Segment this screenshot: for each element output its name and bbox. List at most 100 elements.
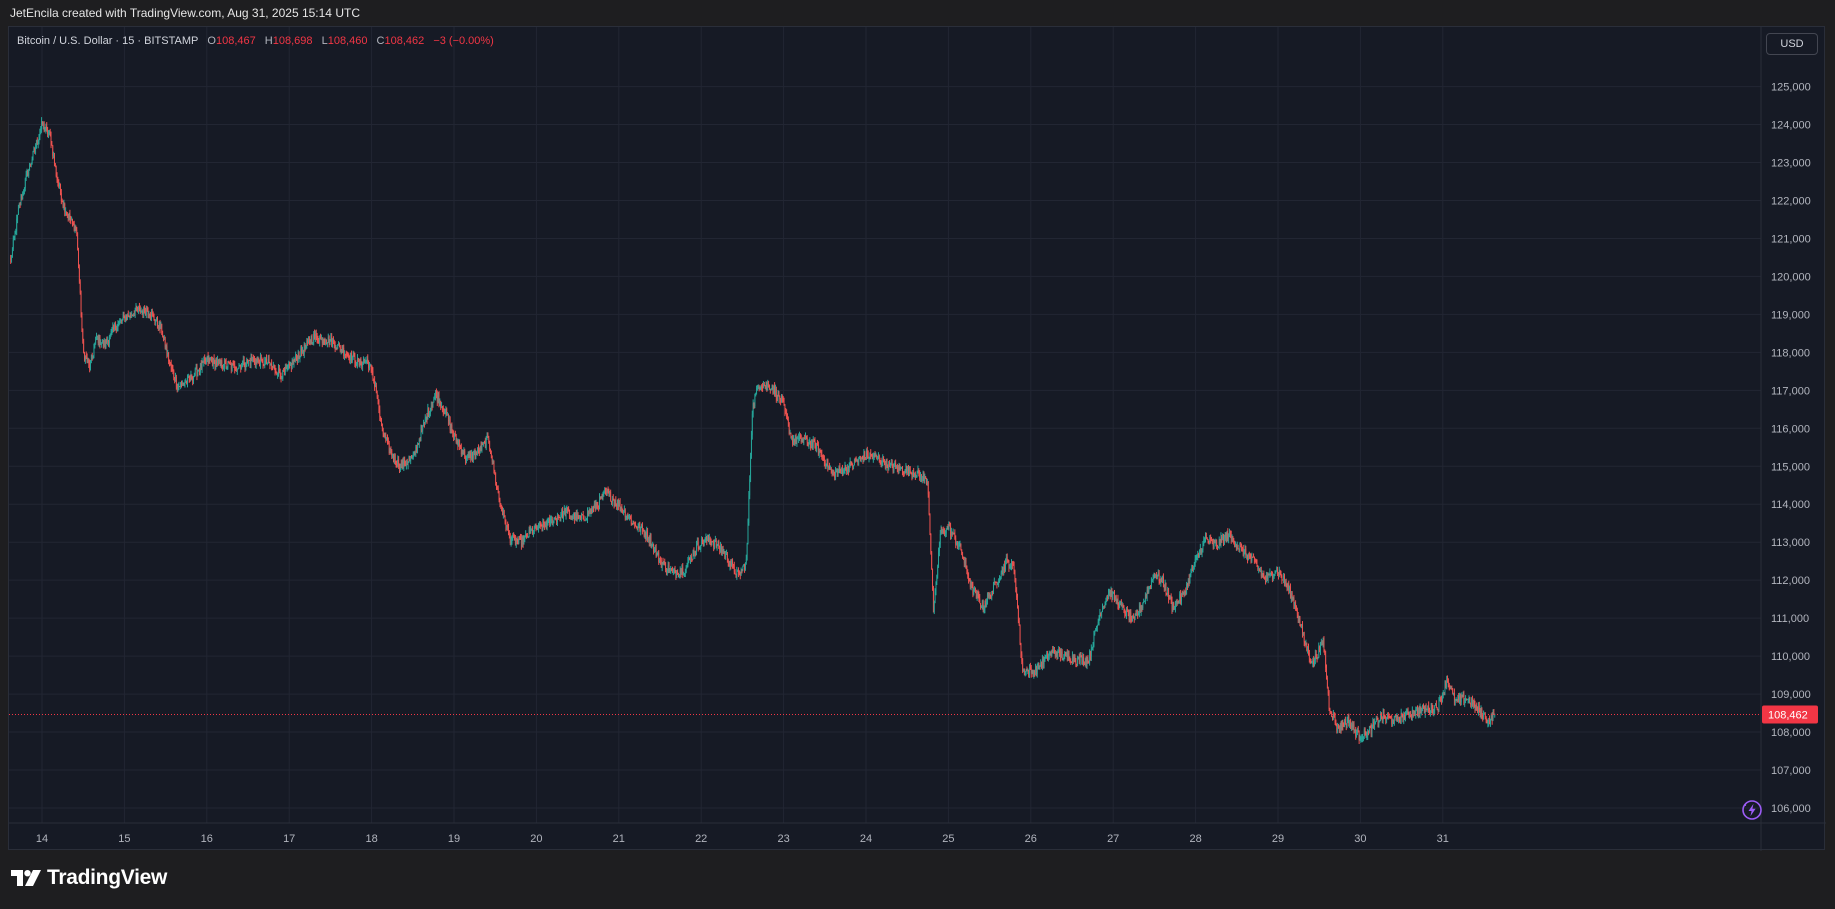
candle-body [1427,705,1429,710]
candle-body [397,459,399,465]
candle-body [763,383,764,388]
candle-body [333,341,335,345]
candle-body [740,569,742,576]
candle-body [1165,583,1167,593]
candle-body [1166,592,1168,595]
candle-body [1088,661,1090,664]
candle-body [190,374,192,381]
candle-body [1216,542,1218,547]
candle-body [569,510,570,516]
candle-body [139,307,140,309]
candle-body [238,366,240,368]
candle-body [248,360,249,363]
candle-body [70,219,72,221]
candle-body [701,539,703,546]
candle-body [1426,709,1428,711]
candle-body [614,500,616,505]
candle-body [401,461,403,468]
lightning-icon[interactable] [1741,799,1763,821]
candle-body [934,591,936,602]
candle-body [1014,570,1016,579]
price-chart[interactable]: 106,000107,000108,000109,000110,000111,0… [9,27,1826,851]
candle-body [1409,713,1411,718]
candle-body [1017,607,1019,622]
candle-body [59,184,61,187]
candle-body [733,564,734,566]
candle-body [484,441,485,443]
candle-body [506,525,508,528]
candle-body [893,466,895,471]
tradingview-logo[interactable]: TradingView [11,866,167,890]
candle-body [607,489,609,493]
candle-body [817,444,819,455]
candle-body [1080,656,1082,658]
candle-body [1054,650,1055,654]
candle-body [297,353,299,361]
candle-body [10,258,12,260]
candle-body [1362,737,1363,739]
candle-body [211,359,212,361]
currency-button[interactable]: USD [1766,33,1818,55]
candle-body [730,563,732,567]
candle-body [175,377,177,387]
candle-body [1295,602,1297,607]
candle-body [848,466,849,472]
candle-body [840,469,842,471]
candle-body [600,496,602,499]
candle-body [869,453,871,458]
candle-body [78,248,79,268]
candle-body [121,318,123,322]
candle-body [1394,715,1396,718]
candle-body [282,370,284,379]
candle-body [773,386,775,394]
candle-body [427,408,429,420]
candle-body [30,163,31,165]
candle-body [367,358,369,361]
candle-body [636,527,638,529]
candle-body [116,327,118,331]
candle-body [1292,598,1294,600]
candle-body [937,566,939,576]
candle-body [529,529,531,532]
candle-body [1439,698,1441,701]
candle-body [173,370,175,378]
candle-body [90,355,92,362]
candle-body [1003,564,1005,572]
candle-body [785,412,787,413]
candle-body [890,462,891,465]
candle-body [1416,708,1418,710]
candle-body [983,609,985,610]
candle-body [1392,722,1394,724]
candle-body [1297,614,1299,619]
candle-body [622,509,624,513]
candle-body [608,492,610,494]
candle-body [1162,577,1163,582]
candle-body [1303,632,1305,642]
chart-panel[interactable]: 106,000 107,000 108,000 109,000 110,000 111,0… [8,26,1826,851]
candle-body [1148,586,1150,592]
symbol-title[interactable]: Bitcoin / U.S. Dollar · 15 · BITSTAMP [17,35,199,47]
candle-body [1278,572,1279,576]
candle-body [1188,578,1190,584]
candle-body [689,557,691,560]
candle-body [1305,643,1307,645]
candle-body [1433,710,1435,713]
candle-body [512,534,514,540]
candle-body [528,529,530,538]
candle-body [90,361,91,370]
candle-body [315,333,317,337]
candle-body [1453,692,1454,694]
candle-body [987,594,988,603]
candle-body [1351,724,1352,727]
candle-body [864,452,866,458]
candle-body [146,309,148,312]
candle-body [381,418,382,424]
candle-body [172,368,174,371]
candle-body [770,388,772,391]
candle-body [418,439,420,444]
candle-body [456,440,458,442]
candle-body [931,552,933,570]
candle-body [36,140,38,145]
candle-body [54,163,56,167]
candle-body [496,486,498,489]
